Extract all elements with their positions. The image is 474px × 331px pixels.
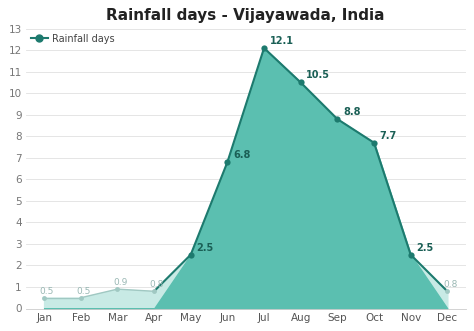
Text: 8.8: 8.8	[343, 107, 360, 117]
Text: 7.7: 7.7	[380, 131, 397, 141]
Text: 0.8: 0.8	[443, 280, 457, 289]
Text: 0.5: 0.5	[40, 287, 54, 296]
Text: 12.1: 12.1	[270, 36, 293, 46]
Text: 0.8: 0.8	[150, 280, 164, 289]
Legend: Rainfall days: Rainfall days	[31, 33, 115, 44]
Text: 2.5: 2.5	[196, 243, 213, 253]
Text: 2.5: 2.5	[416, 243, 434, 253]
Title: Rainfall days - Vijayawada, India: Rainfall days - Vijayawada, India	[107, 8, 385, 23]
Text: 10.5: 10.5	[306, 70, 330, 80]
Text: 0.9: 0.9	[113, 278, 128, 287]
Text: 0.5: 0.5	[76, 287, 91, 296]
Text: 6.8: 6.8	[233, 150, 250, 160]
